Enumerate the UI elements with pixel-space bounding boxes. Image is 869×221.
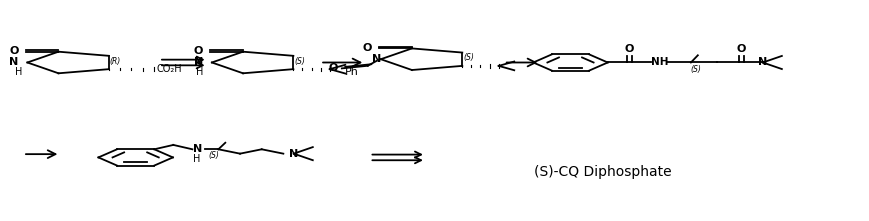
Text: H: H bbox=[193, 154, 201, 164]
Text: (R): (R) bbox=[109, 57, 121, 66]
Text: Ph: Ph bbox=[345, 67, 359, 77]
Text: (S): (S) bbox=[295, 57, 305, 66]
Text: N: N bbox=[193, 144, 202, 154]
Text: (S): (S) bbox=[691, 65, 702, 74]
Text: (S)-CQ Diphosphate: (S)-CQ Diphosphate bbox=[534, 165, 672, 179]
Text: NH: NH bbox=[651, 57, 668, 67]
Text: N: N bbox=[758, 57, 767, 67]
Text: N: N bbox=[289, 149, 298, 159]
Text: O: O bbox=[362, 43, 372, 53]
Text: H: H bbox=[15, 67, 23, 77]
Text: (S): (S) bbox=[463, 53, 474, 62]
Text: O: O bbox=[736, 44, 746, 54]
Text: O: O bbox=[10, 46, 18, 56]
Text: O: O bbox=[194, 46, 203, 56]
Text: O: O bbox=[625, 44, 634, 54]
Text: (S): (S) bbox=[209, 151, 220, 160]
Text: N: N bbox=[10, 57, 19, 67]
Text: CO₂H: CO₂H bbox=[156, 64, 182, 74]
Text: N: N bbox=[372, 54, 381, 64]
Text: O: O bbox=[328, 63, 337, 73]
Text: N: N bbox=[194, 57, 203, 67]
Text: H: H bbox=[196, 67, 203, 77]
